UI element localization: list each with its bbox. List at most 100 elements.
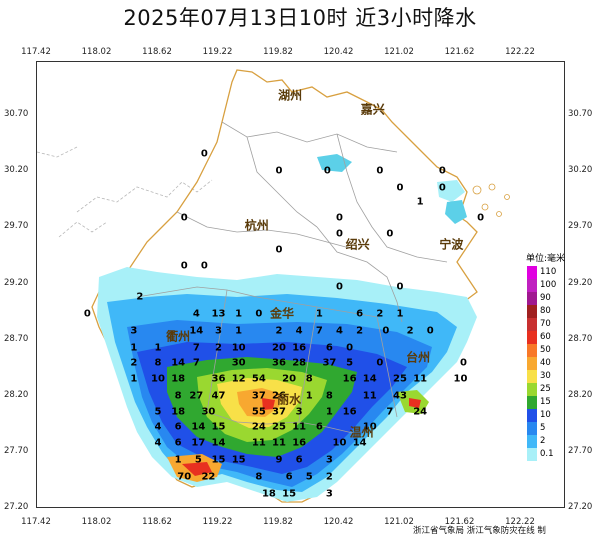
legend-label: 80 (540, 306, 551, 316)
rainfall-value: 43 (393, 390, 407, 402)
legend-item: 40 (523, 357, 577, 370)
rainfall-value: 11 (292, 421, 307, 433)
map-frame: 0 0 0 0 0 0 0 1 0 0 0 0 0 0 0 0 0 0 2 0 4 13 1 0 1 6 2 1 3 14 3 1 2 4 7 4 2 0… (36, 61, 565, 508)
rainfall-value: 8 (255, 471, 263, 483)
legend-item: 80 (523, 305, 577, 318)
islands (472, 183, 510, 217)
rainfall-value: 6 (285, 471, 293, 483)
rainfall-value: 4 (192, 308, 200, 320)
rainfall-value: 5 (194, 454, 202, 466)
rainfall-value: 0 (200, 148, 208, 160)
legend-item: 25 (523, 383, 577, 396)
legend-swatch (527, 279, 537, 292)
rainfall-value: 16 (342, 373, 357, 385)
legend-swatch (527, 448, 537, 461)
legend-item: 0.1 (523, 448, 577, 461)
rainfall-value: 15 (211, 421, 226, 433)
rainfall-value: 0 (426, 325, 434, 337)
rainfall-value: 0 (460, 357, 467, 369)
rainfall-value: 16 (292, 342, 307, 354)
rainfall-value: 36 (272, 357, 286, 369)
latitude-tick-label: 27.70 (568, 446, 593, 457)
legend-swatch (527, 344, 537, 357)
rainfall-value: 5 (305, 471, 313, 483)
city-label: 温州 (349, 425, 374, 440)
legend-label: 60 (540, 332, 551, 342)
latitude-tick-label: 29.20 (4, 277, 29, 288)
legend-label: 110 (540, 267, 557, 277)
longitude-tick-label: 118.02 (81, 517, 112, 527)
rainfall-value: 6 (315, 421, 323, 433)
city-label: 台州 (406, 350, 431, 365)
rainfall-value: 1 (235, 325, 243, 337)
rainfall-value: 1 (325, 406, 333, 418)
legend-item: 15 (523, 396, 577, 409)
rainfall-value: 6 (174, 421, 182, 433)
rainfall-value: 2 (136, 291, 144, 303)
latitude-tick-label: 29.20 (568, 277, 593, 288)
rainfall-value: 37 (272, 406, 286, 418)
rainfall-value: 3 (325, 454, 333, 466)
rainfall-value: 1 (130, 342, 138, 354)
rainfall-value: 10 (453, 373, 468, 385)
rainfall-value: 4 (154, 437, 162, 449)
latitude-tick-label: 29.70 (568, 221, 593, 232)
rainfall-value: 14 (189, 325, 204, 337)
city-label: 丽水 (277, 392, 302, 407)
longitude-tick-label: 121.62 (444, 47, 475, 57)
city-label: 衢州 (166, 329, 191, 344)
rainfall-value: 3 (325, 488, 333, 500)
longitude-tick-label: 119.82 (263, 517, 293, 527)
rainfall-value: 14 (171, 357, 186, 369)
legend-label: 25 (540, 384, 551, 394)
map-title: 2025年07月13日10时 近3小时降水 (123, 6, 477, 30)
rainfall-value: 6 (356, 308, 364, 320)
legend-label: 90 (540, 293, 551, 303)
rainfall-value: 5 (346, 357, 354, 369)
rainfall-value: 0 (336, 281, 343, 293)
rainfall-value: 17 (191, 437, 206, 449)
longitude-tick-label: 119.82 (263, 47, 293, 57)
rainfall-value: 24 (413, 406, 428, 418)
rainfall-value: 1 (416, 196, 424, 208)
rainfall-value: 7 (315, 325, 323, 337)
latitude-tick-label: 28.70 (568, 333, 593, 344)
rainfall-value: 2 (376, 308, 384, 320)
legend-item: 60 (523, 331, 577, 344)
rainfall-value: 10 (231, 342, 246, 354)
rainfall-value: 8 (305, 373, 313, 385)
city-label: 杭州 (244, 218, 269, 233)
legend-item: 100 (523, 279, 577, 292)
legend-item: 2 (523, 435, 577, 448)
longitude-tick-label: 119.22 (202, 47, 233, 57)
rainfall-value: 26 (272, 390, 286, 402)
rainfall-value: 16 (292, 437, 307, 449)
rainfall-value: 11 (413, 373, 428, 385)
rainfall-value: 4 (295, 325, 303, 337)
legend-label: 50 (540, 345, 551, 355)
latitude-tick-label: 27.20 (568, 502, 593, 513)
latitude-tick-label: 29.70 (4, 221, 29, 232)
longitude-tick-label: 122.22 (505, 517, 535, 527)
anhui-west-border (58, 221, 108, 238)
anhui-border (76, 179, 213, 213)
legend-label: 70 (540, 319, 551, 329)
rainfall-value: 0 (438, 182, 446, 194)
rainfall-value: 36 (211, 373, 226, 385)
rainfall-value: 22 (201, 471, 216, 483)
rainfall-value: 7 (192, 357, 200, 369)
rainfall-value: 20 (282, 373, 297, 385)
longitude-tick-label: 119.22 (202, 517, 233, 527)
legend-swatch (527, 331, 537, 344)
rainfall-value: 0 (180, 212, 188, 224)
rainfall-value: 3 (130, 325, 138, 337)
rainfall-value: 2 (356, 325, 364, 337)
rainfall-value: 20 (272, 342, 286, 354)
rainfall-value: 14 (191, 421, 206, 433)
legend-swatch (527, 370, 537, 383)
legend-item: 90 (523, 292, 577, 305)
rainfall-value: 11 (272, 437, 286, 449)
rainfall-value: 2 (275, 325, 283, 337)
rainfall-value: 10 (151, 373, 165, 385)
longitude-tick-label: 118.62 (142, 517, 172, 527)
